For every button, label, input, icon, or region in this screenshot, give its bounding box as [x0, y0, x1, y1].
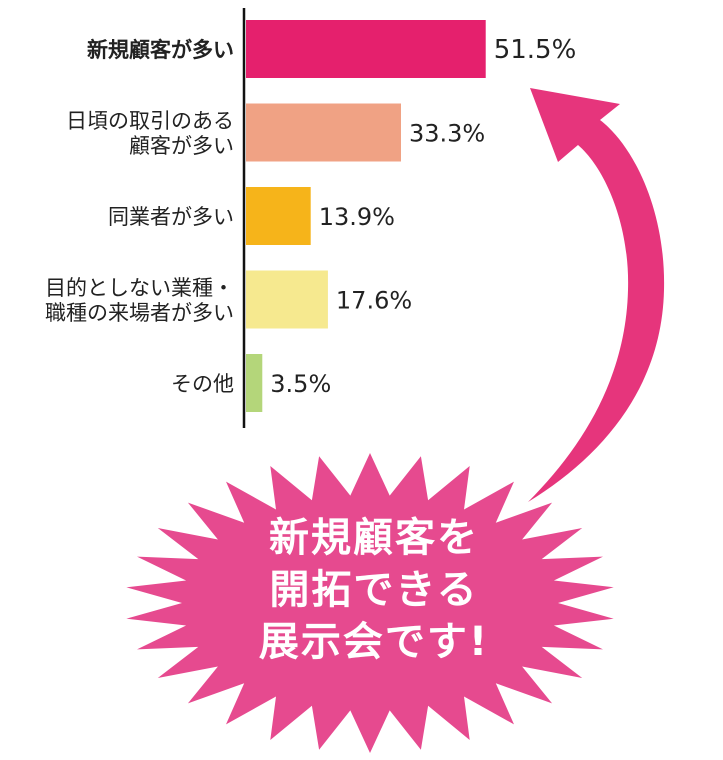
callout-starburst [126, 453, 614, 753]
category-label-2-line-1: 日頃の取引のある [66, 109, 234, 133]
callout-line-3: 展示会です! [259, 619, 489, 665]
callout-line-2: 開拓できる [269, 567, 478, 613]
category-label-3: 同業者が多い [108, 205, 234, 229]
bar-1 [246, 20, 486, 78]
category-labels: 新規顧客が多い日頃の取引のある顧客が多い同業者が多い目的としない業種・職種の来場… [45, 38, 234, 396]
category-label-5: その他 [171, 372, 234, 396]
category-label-1: 新規顧客が多い [87, 38, 234, 62]
value-label-1: 51.5% [494, 35, 577, 65]
value-label-4: 17.6% [336, 287, 412, 315]
value-label-3: 13.9% [319, 203, 395, 231]
value-label-2: 33.3% [409, 120, 485, 148]
category-label-2-line-2: 顧客が多い [129, 134, 234, 158]
bar-3 [246, 187, 311, 245]
category-label-4-line-1: 目的としない業種・ [45, 276, 234, 300]
value-label-5: 3.5% [270, 370, 331, 398]
bar-5 [246, 354, 263, 412]
bar-4 [246, 270, 328, 329]
callout-line-1: 新規顧客を [269, 515, 479, 561]
bars-group [246, 20, 486, 412]
highlight-arrow [528, 88, 665, 502]
value-labels: 51.5% 33.3% 13.9% 17.6% 3.5% [270, 35, 576, 398]
bar-2 [246, 103, 401, 162]
category-label-4-line-2: 職種の来場者が多い [45, 301, 234, 325]
